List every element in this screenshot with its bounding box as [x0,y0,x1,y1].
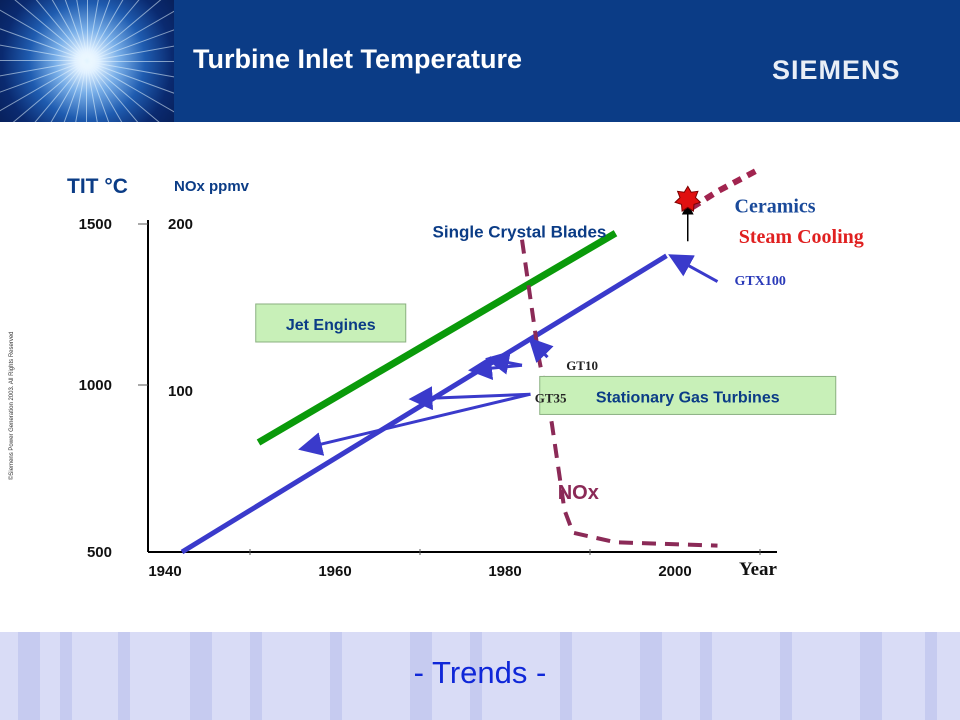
y2-tick-label: 100 [168,383,193,400]
annotation-gtx100: GTX100 [735,274,786,289]
y2-axis-title: NOx ppmv [174,178,250,195]
footer-stripe [410,632,432,720]
arrow-gt35 [408,386,531,411]
annotation-gt10: GT10 [566,358,598,373]
footer-stripe [640,632,662,720]
annotation-nox: NOx [558,482,599,504]
arrow-gt10 [468,356,523,381]
footer-stripe [925,632,937,720]
footer-stripe [250,632,262,720]
arrow-gt10 [528,337,554,363]
x-tick-label: 1980 [488,563,521,580]
x-tick-label: 1960 [318,563,351,580]
series-line-jet-engines [256,230,618,446]
x-axis-title: Year [739,559,778,580]
starburst-ray [87,61,174,62]
y-tick-label: 500 [87,544,112,561]
label-box-jet-engines [255,303,407,343]
arrow-gt35 [298,392,531,456]
y-tick-label: 1000 [79,377,112,394]
footer-stripe [860,632,882,720]
x-tick-label: 2000 [658,563,691,580]
footer-stripe [18,632,40,720]
footer-stripe [60,632,72,720]
arrow-gt10 [485,350,523,375]
footer-stripe [118,632,130,720]
starburst-logo-image [0,0,174,122]
ceramics-star-marker [674,185,702,212]
arrow-gtx100 [668,254,719,283]
footer-stripe [330,632,342,720]
slide-title: Turbine Inlet Temperature [193,44,523,74]
slide-footer [0,632,960,720]
siemens-logo: SIEMENS [772,55,901,85]
footer-stripe [780,632,792,720]
y-axis-title: TIT °C [67,175,128,198]
footer-stripe [190,632,212,720]
annotation-single-crystal-blades: Single Crystal Blades [433,222,607,241]
annotation-jet-engines: Jet Engines [286,317,376,334]
footer-subtitle: - Trends - [413,655,547,690]
y2-tick-label: 200 [168,216,193,233]
footer-stripe [700,632,712,720]
annotation-steam-cooling: Steam Cooling [739,226,864,248]
annotation-ceramics: Ceramics [735,195,816,217]
annotation-gt35: GT35 [535,390,567,405]
footer-stripe [470,632,482,720]
x-tick-label: 1940 [148,563,181,580]
footer-stripe [560,632,572,720]
y-tick-label: 1500 [79,216,112,233]
slide-header: Turbine Inlet Temperature SIEMENS [0,0,960,122]
annotation-stationary-gas-turbines: Stationary Gas Turbines [596,389,780,406]
label-box-stationary-gas-turbines [539,375,837,415]
